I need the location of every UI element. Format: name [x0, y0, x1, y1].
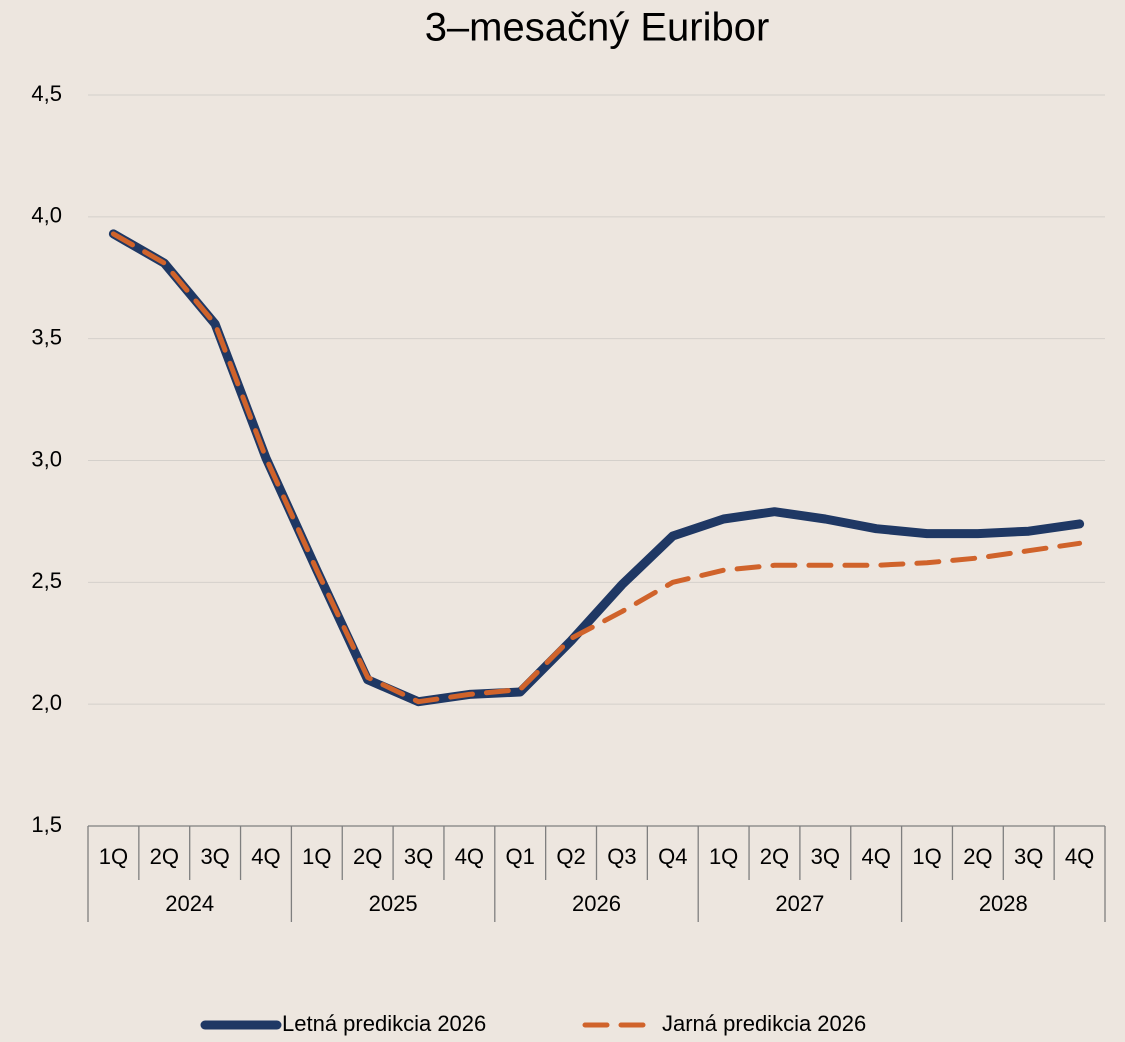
group-label: 2024	[165, 891, 214, 916]
group-label: 2025	[369, 891, 418, 916]
y-tick-label: 4,5	[31, 81, 62, 106]
x-tick-label: 2Q	[353, 844, 382, 869]
y-tick-label: 2,5	[31, 568, 62, 593]
series-line	[110, 231, 1083, 705]
x-tick-label: 2Q	[150, 844, 179, 869]
x-tick-label: Q3	[607, 844, 636, 869]
x-tick-label: 1Q	[99, 844, 128, 869]
y-tick-label: 1,5	[31, 812, 62, 837]
x-tick-label: 3Q	[1014, 844, 1043, 869]
x-tick-label: 4Q	[861, 844, 890, 869]
x-tick-label: 2Q	[963, 844, 992, 869]
group-label: 2026	[572, 891, 621, 916]
x-tick-label: 4Q	[455, 844, 484, 869]
x-tick-label: 1Q	[709, 844, 738, 869]
x-tick-label: 1Q	[302, 844, 331, 869]
x-tick-label: 2Q	[760, 844, 789, 869]
y-tick-label: 2,0	[31, 690, 62, 715]
x-tick-label: 4Q	[251, 844, 280, 869]
x-tick-label: 1Q	[912, 844, 941, 869]
y-tick-label: 3,0	[31, 446, 62, 471]
x-tick-label: Q1	[506, 844, 535, 869]
x-tick-label: 4Q	[1065, 844, 1094, 869]
group-label: 2027	[775, 891, 824, 916]
y-tick-label: 3,5	[31, 324, 62, 349]
x-tick-label: Q4	[658, 844, 687, 869]
legend-label: Jarná predikcia 2026	[662, 1011, 866, 1036]
x-tick-label: 3Q	[811, 844, 840, 869]
y-tick-label: 4,0	[31, 203, 62, 228]
x-tick-label: 3Q	[404, 844, 433, 869]
x-tick-label: Q2	[556, 844, 585, 869]
x-tick-label: 3Q	[200, 844, 229, 869]
group-label: 2028	[979, 891, 1028, 916]
chart-title: 3–mesačný Euribor	[425, 6, 770, 50]
legend-label: Letná predikcia 2026	[282, 1011, 486, 1036]
